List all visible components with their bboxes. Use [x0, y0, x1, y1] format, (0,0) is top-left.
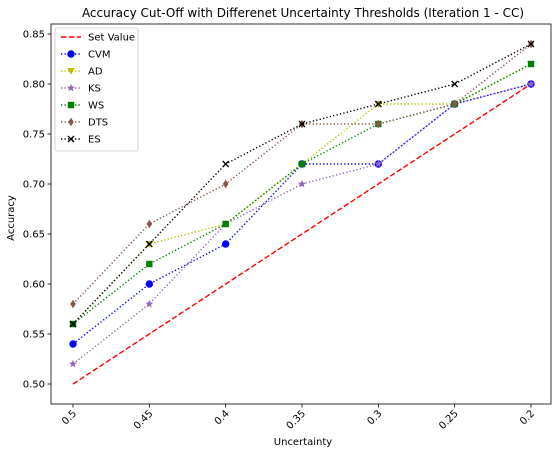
legend-marker — [67, 83, 75, 92]
y-tick-label: 0.80 — [23, 80, 45, 91]
data-point-es — [298, 120, 306, 128]
series-line-ws — [72, 63, 532, 325]
y-tick-label: 0.75 — [23, 130, 45, 141]
legend-box — [54, 27, 139, 152]
data-point-ks — [527, 79, 535, 88]
legend-marker — [68, 117, 74, 127]
legend-label: Set Value — [88, 33, 135, 44]
data-point-ks — [298, 179, 306, 188]
chart-title: Accuracy Cut-Off with Differenet Uncerta… — [82, 6, 524, 20]
data-point-dts — [222, 179, 229, 189]
y-tick-label: 0.65 — [23, 230, 45, 241]
x-tick-label: 0.4 — [213, 408, 232, 427]
data-point-cvm — [145, 280, 154, 288]
legend-label: CVM — [88, 50, 110, 61]
legend-marker — [67, 135, 75, 143]
axes-frame — [50, 23, 552, 405]
data-point-ks — [374, 159, 383, 168]
x-tick-label: 0.45 — [132, 408, 156, 432]
data-point-dts — [451, 99, 458, 109]
y-axis-label: Accuracy — [6, 195, 17, 241]
data-point-es — [527, 40, 535, 48]
data-point-es — [145, 240, 153, 248]
legend-label: WS — [88, 101, 104, 112]
data-point-dts — [375, 119, 382, 129]
y-tick-label: 0.50 — [23, 380, 45, 391]
x-tick-label: 0.35 — [285, 408, 309, 432]
series-line-set-value — [72, 83, 532, 385]
y-tick-label: 0.70 — [23, 180, 45, 191]
data-point-ks — [145, 299, 154, 308]
series-line-ad — [72, 63, 532, 325]
data-point-cvm — [221, 240, 230, 248]
x-axis-label: Uncertainty — [274, 437, 333, 448]
data-point-cvm — [69, 340, 77, 348]
legend-label: AD — [88, 67, 103, 78]
data-point-ws — [222, 220, 229, 228]
y-tick-label: 0.60 — [23, 280, 45, 291]
y-tick-label: 0.85 — [23, 30, 45, 41]
data-point-dts — [70, 299, 76, 309]
data-point-ws — [298, 160, 306, 168]
legend-marker — [67, 68, 75, 75]
legend-label: DTS — [88, 118, 108, 129]
x-tick-label: 0.5 — [60, 408, 79, 427]
data-point-dts — [146, 219, 153, 229]
data-point-es — [374, 100, 382, 108]
x-tick-label: 0.3 — [365, 408, 384, 427]
series-line-dts — [72, 43, 532, 305]
data-point-ws — [527, 60, 535, 68]
x-tick-label: 0.2 — [518, 408, 537, 427]
data-point-ks — [69, 359, 77, 368]
legend: Set Value CVM AD KS WS DTS ES — [54, 27, 139, 152]
x-tick-label: 0.25 — [437, 408, 461, 432]
data-point-es — [222, 160, 230, 168]
legend-label: ES — [88, 135, 101, 146]
data-point-es — [451, 80, 459, 88]
data-point-es — [69, 320, 77, 328]
legend-marker — [67, 50, 75, 58]
legend-marker — [67, 101, 75, 109]
legend-label: KS — [88, 84, 101, 95]
y-tick-label: 0.55 — [23, 330, 45, 341]
data-point-ws — [146, 260, 153, 268]
